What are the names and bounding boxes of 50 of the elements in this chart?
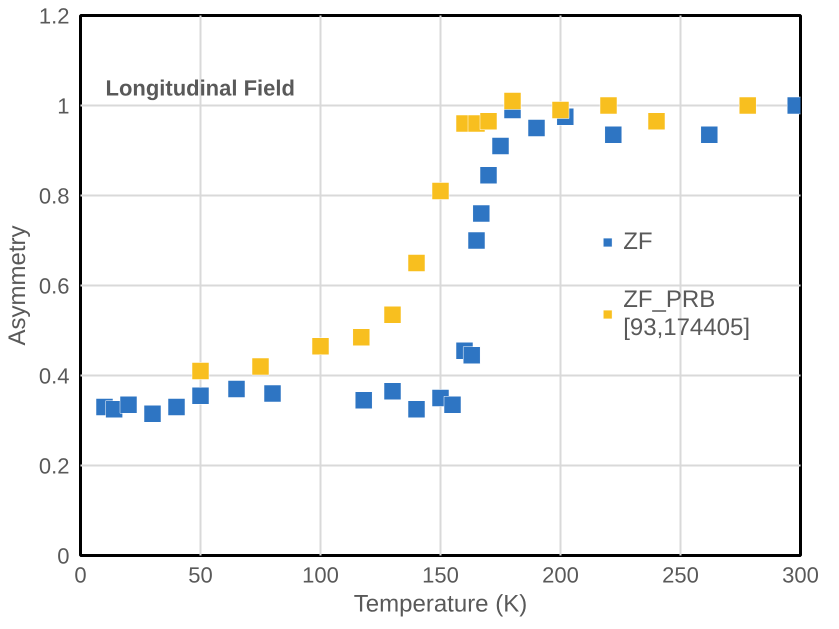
y-tick-label: 0.6 <box>38 274 70 298</box>
point <box>480 166 498 184</box>
point <box>432 182 450 200</box>
point <box>472 204 490 222</box>
y-tick-label: 1 <box>57 94 70 118</box>
y-tick-label: 0.8 <box>38 184 70 208</box>
y-axis-title: Asymmetry <box>4 226 31 346</box>
point <box>192 362 210 380</box>
point <box>700 126 718 144</box>
point <box>252 358 270 376</box>
x-tick-label: 250 <box>662 562 699 588</box>
x-tick-label: 0 <box>74 562 87 588</box>
point <box>192 387 210 404</box>
point <box>408 254 426 272</box>
point <box>264 384 282 402</box>
legend-label: ZF <box>623 228 653 256</box>
point <box>738 96 756 114</box>
point <box>480 112 498 130</box>
point <box>444 396 462 414</box>
point <box>228 380 246 398</box>
point <box>648 112 666 130</box>
y-tick-label: 0 <box>57 544 70 568</box>
x-tick-label: 200 <box>542 562 579 588</box>
point <box>312 338 330 355</box>
y-tick-label: 1.2 <box>38 4 70 28</box>
x-tick-label: 300 <box>782 562 819 588</box>
point <box>120 396 138 414</box>
x-axis-title: Temperature (K) <box>354 590 528 618</box>
text: Longitudinal Field <box>106 76 295 100</box>
point <box>600 96 618 114</box>
point <box>604 126 622 144</box>
point <box>492 137 510 155</box>
point <box>552 101 570 119</box>
point <box>384 306 402 324</box>
point <box>354 392 372 409</box>
point <box>504 92 522 110</box>
x-tick-label: 100 <box>302 562 339 588</box>
point <box>168 398 186 416</box>
legend-label: ZF_PRB [93,174405] <box>623 286 750 342</box>
y-tick-label: 0.4 <box>38 364 70 388</box>
point <box>462 346 480 364</box>
x-tick-label: 150 <box>422 562 459 588</box>
point <box>384 382 402 400</box>
point <box>468 232 486 250</box>
x-tick-label: 50 <box>188 562 213 588</box>
point <box>352 328 370 346</box>
point <box>144 405 162 422</box>
point <box>408 400 426 418</box>
point <box>528 119 546 137</box>
y-tick-label: 0.2 <box>38 454 70 478</box>
